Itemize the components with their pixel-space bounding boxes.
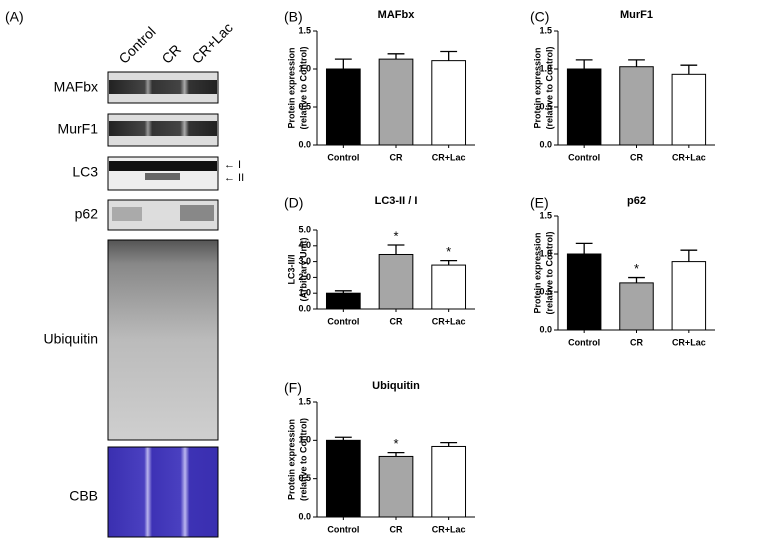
blot xyxy=(107,239,219,441)
y-tick-label: 0.0 xyxy=(298,511,311,521)
bar xyxy=(566,68,602,146)
y-tick-label: 0.5 xyxy=(298,473,311,483)
x-tick-label: CR xyxy=(390,316,403,326)
bar xyxy=(431,264,467,310)
y-tick-label: 5.0 xyxy=(298,224,311,234)
y-axis-label: (relative to Control) xyxy=(544,46,554,129)
y-tick-label: 4.0 xyxy=(298,240,311,250)
bar xyxy=(325,439,361,518)
bar xyxy=(325,68,361,146)
row-label: CBB xyxy=(69,488,98,504)
y-tick-label: 1.0 xyxy=(539,248,552,258)
panel-label: (D) xyxy=(284,195,303,211)
x-tick-label: CR xyxy=(390,152,403,162)
y-tick-label: 0.0 xyxy=(298,139,311,149)
y-tick-label: 0.0 xyxy=(298,303,311,313)
y-tick-label: 1.5 xyxy=(298,25,311,35)
band xyxy=(180,205,214,221)
x-tick-label: Control xyxy=(327,152,359,162)
bar xyxy=(619,282,654,331)
x-tick-label: Control xyxy=(327,316,359,326)
y-tick-label: 0.0 xyxy=(539,324,552,334)
lane-label: Control xyxy=(115,24,158,67)
band xyxy=(112,207,142,221)
y-axis-label: (Arbitrary Unit) xyxy=(298,237,308,301)
x-tick-label: CR+Lac xyxy=(432,152,466,162)
y-tick-label: 1.0 xyxy=(298,435,311,445)
y-axis-label: Protein expression xyxy=(532,47,542,128)
x-tick-label: Control xyxy=(327,524,359,534)
significance-mark: * xyxy=(634,261,639,276)
row-label: LC3 xyxy=(72,164,98,180)
chart-title: p62 xyxy=(627,195,646,207)
bar xyxy=(378,58,414,146)
x-tick-label: CR xyxy=(630,152,643,162)
row-label: MurF1 xyxy=(58,121,99,137)
y-tick-label: 3.0 xyxy=(298,256,311,266)
bar xyxy=(566,253,602,331)
panel-label: (A) xyxy=(5,9,24,25)
y-tick-label: 2.0 xyxy=(298,272,311,282)
y-tick-label: 0.5 xyxy=(539,101,552,111)
panel-label: (C) xyxy=(530,9,549,25)
bar xyxy=(378,253,414,310)
bar xyxy=(378,455,414,518)
chart-title: MurF1 xyxy=(620,9,653,21)
chart-title: Ubiquitin xyxy=(372,380,420,392)
panel-label: (F) xyxy=(284,380,302,396)
significance-mark: * xyxy=(446,244,451,259)
x-tick-label: Control xyxy=(568,152,600,162)
bar xyxy=(671,73,707,146)
y-tick-label: 1.5 xyxy=(298,396,311,406)
blot xyxy=(107,446,219,538)
y-axis-label: (relative to Control) xyxy=(298,46,308,129)
y-tick-label: 1.0 xyxy=(298,63,311,73)
bar xyxy=(431,445,467,518)
blot-panel: (A) Control CR CR+Lac MAFbx MurF1 LC3 p6… xyxy=(5,9,244,538)
y-tick-label: 0.0 xyxy=(539,139,552,149)
y-axis-label: LC3-II/I xyxy=(286,254,296,284)
x-tick-label: CR+Lac xyxy=(672,152,706,162)
row-label: p62 xyxy=(75,206,99,222)
y-tick-label: 1.5 xyxy=(539,25,552,35)
band xyxy=(109,161,217,171)
significance-mark: * xyxy=(393,436,398,451)
x-tick-label: CR xyxy=(630,337,643,347)
lane-label: CR+Lac xyxy=(188,19,235,66)
bar xyxy=(325,292,361,310)
significance-mark: * xyxy=(393,228,398,243)
y-axis-label: Protein expression xyxy=(286,47,296,128)
x-tick-label: Control xyxy=(568,337,600,347)
y-tick-label: 0.5 xyxy=(539,286,552,296)
bar xyxy=(431,60,467,146)
band-label: ← II xyxy=(224,172,244,184)
panel-label: (E) xyxy=(530,195,549,211)
bar xyxy=(619,66,654,146)
bar xyxy=(671,261,707,331)
y-axis-label: (relative to Control) xyxy=(298,418,308,501)
row-label: MAFbx xyxy=(54,79,98,95)
lane-label: CR xyxy=(158,41,184,67)
band xyxy=(145,173,180,180)
x-tick-label: CR+Lac xyxy=(432,316,466,326)
chart-title: MAFbx xyxy=(378,9,416,21)
y-tick-label: 1.0 xyxy=(298,288,311,298)
y-tick-label: 1.5 xyxy=(539,210,552,220)
row-label: Ubiquitin xyxy=(44,331,98,347)
x-tick-label: CR+Lac xyxy=(432,524,466,534)
band xyxy=(109,80,217,94)
y-tick-label: 0.5 xyxy=(298,101,311,111)
panel-label: (B) xyxy=(284,9,303,25)
y-axis-label: (relative to Control) xyxy=(544,231,554,314)
y-tick-label: 1.0 xyxy=(539,63,552,73)
band xyxy=(109,121,217,136)
y-axis-label: Protein expression xyxy=(286,419,296,500)
chart-title: LC3-II / I xyxy=(375,195,418,207)
x-tick-label: CR+Lac xyxy=(672,337,706,347)
y-axis-label: Protein expression xyxy=(532,232,542,313)
band-label: ← I xyxy=(224,159,241,171)
x-tick-label: CR xyxy=(390,524,403,534)
